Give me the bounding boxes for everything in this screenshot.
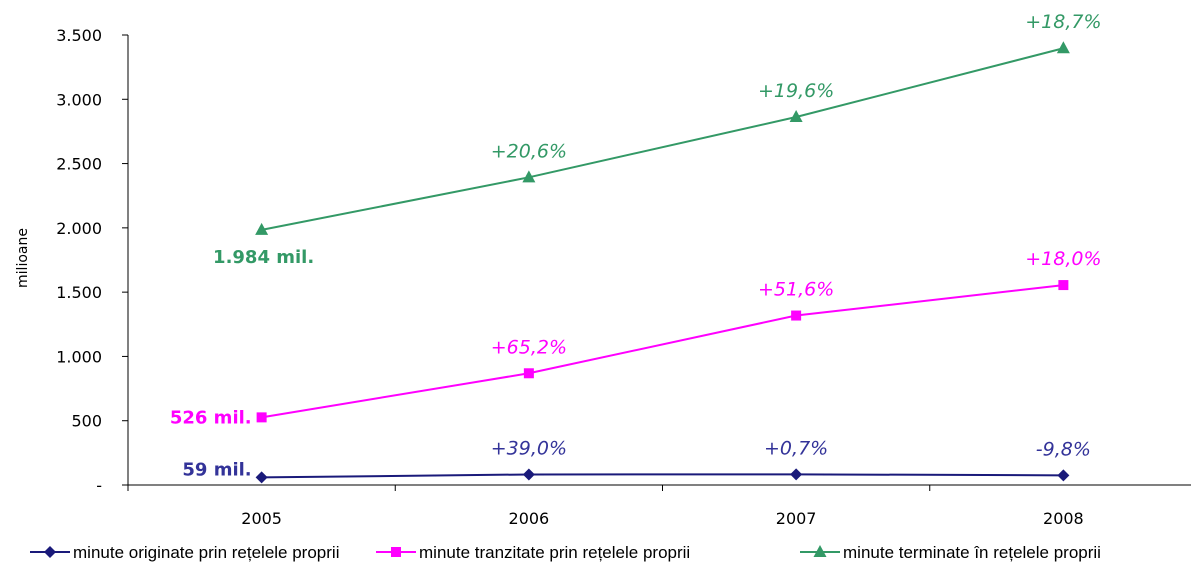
data-point-square	[791, 310, 802, 321]
y-axis-title: milioane	[15, 228, 31, 288]
data-point-square	[1058, 280, 1069, 291]
legend-item: minute originate prin rețelele proprii	[30, 543, 339, 562]
data-point-triangle	[522, 170, 536, 183]
y-tick-label: 3.500	[56, 26, 102, 45]
start-value-label: 1.984 mil.	[213, 247, 314, 268]
x-tick-label: 2006	[509, 509, 550, 528]
growth-label: +39,0%	[491, 437, 567, 459]
series-3	[255, 41, 1070, 235]
legend-label: minute terminate în rețelele proprii	[843, 543, 1101, 562]
legend-item: minute terminate în rețelele proprii	[800, 543, 1101, 562]
start-value-label: 526 mil.	[170, 407, 252, 428]
data-point-diamond	[522, 468, 535, 481]
data-point-triangle	[255, 222, 269, 235]
y-tick-label: 500	[71, 412, 102, 431]
growth-label: +18,7%	[1025, 11, 1101, 33]
y-tick-label: 2.000	[56, 219, 102, 238]
growth-label: +18,0%	[1025, 248, 1101, 270]
x-tick-label: 2008	[1043, 509, 1084, 528]
y-tick-label: -	[96, 476, 102, 495]
legend-marker	[44, 546, 56, 558]
y-tick-label: 1.500	[56, 283, 102, 302]
growth-label: +65,2%	[491, 336, 567, 358]
data-point-square	[256, 412, 267, 423]
growth-label: +51,6%	[758, 279, 834, 301]
data-point-diamond	[1057, 469, 1070, 482]
data-point-square	[523, 368, 534, 379]
x-tick-label: 2005	[241, 509, 282, 528]
legend-marker	[391, 547, 401, 557]
start-value-label: 59 mil.	[182, 459, 251, 480]
chart-labels: +39,0% +0,7% -9,8% 59 mil. +65,2% +51,6% +18,0…	[170, 11, 1102, 480]
series-2	[256, 280, 1069, 423]
series-line	[261, 473, 1064, 479]
growth-label: +20,6%	[491, 140, 567, 162]
chart-series	[255, 41, 1070, 484]
legend-marker	[813, 545, 827, 557]
legend-label: minute originate prin rețelele proprii	[73, 543, 339, 562]
growth-label: +0,7%	[764, 437, 828, 459]
legend-label: minute tranzitate prin rețelele proprii	[419, 543, 690, 562]
series-1	[255, 468, 1070, 484]
y-tick-label: 3.000	[56, 90, 102, 109]
y-tick-label: 2.500	[56, 155, 102, 174]
y-tick-label: 1.000	[56, 347, 102, 366]
data-point-triangle	[1056, 41, 1070, 54]
growth-label: -9,8%	[1036, 438, 1091, 460]
chart-legend: minute originate prin rețelele proprii mi…	[30, 543, 1101, 562]
data-point-diamond	[255, 471, 268, 484]
growth-label: +19,6%	[758, 80, 834, 102]
legend-item: minute tranzitate prin rețelele proprii	[376, 543, 690, 562]
data-point-triangle	[789, 110, 803, 123]
data-point-diamond	[790, 468, 803, 481]
chart-axes: - 500 1.000 1.500 2.000 2.500 3.000 3.500 2005 20…	[15, 26, 1191, 528]
x-tick-label: 2007	[776, 509, 817, 528]
series-line	[261, 284, 1064, 419]
series-line	[261, 47, 1064, 231]
